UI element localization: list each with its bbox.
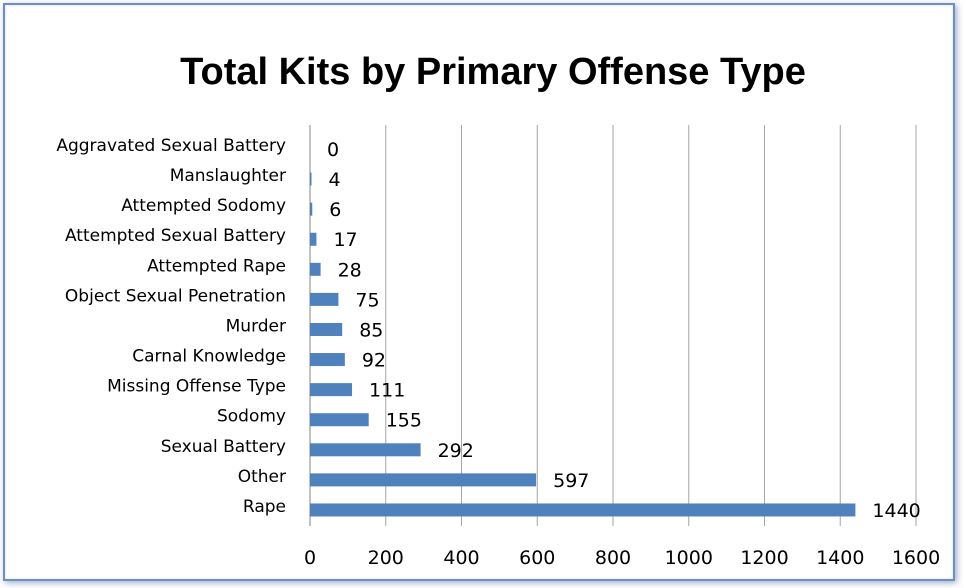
data-label: 597 (553, 470, 589, 492)
data-label: 0 (327, 139, 339, 161)
bar (310, 503, 856, 517)
bar (310, 232, 317, 246)
category-label: Attempted Sexual Battery (65, 226, 286, 246)
data-label: 155 (386, 410, 422, 432)
category-label: Object Sexual Penetration (65, 286, 286, 306)
category-label: Attempted Sodomy (121, 196, 286, 216)
category-label: Manslaughter (170, 166, 286, 186)
category-labels: Aggravated Sexual Battery Manslaughter Att… (56, 136, 286, 517)
category-label: Other (238, 467, 286, 487)
bar (310, 322, 343, 336)
data-labels: 0 4 6 17 28 75 85 92 111 155 292 597 1440 (327, 139, 921, 522)
data-label: 28 (338, 259, 362, 281)
bar (310, 172, 312, 186)
x-tick-label: 600 (519, 547, 555, 569)
data-label: 292 (438, 440, 474, 462)
data-label: 6 (329, 199, 341, 221)
x-tick-label: 1000 (665, 547, 713, 569)
category-label: Rape (243, 497, 286, 517)
x-tick-label: 800 (595, 547, 631, 569)
x-tick-label: 400 (443, 547, 479, 569)
bar (310, 473, 537, 487)
category-label: Carnal Knowledge (132, 347, 286, 367)
bar (310, 413, 369, 427)
data-label: 85 (359, 319, 383, 341)
x-tick-label: 0 (304, 547, 316, 569)
bar (310, 262, 321, 276)
chart-title: Total Kits by Primary Offense Type (180, 51, 806, 93)
category-label: Sexual Battery (161, 437, 286, 457)
bar (310, 443, 421, 457)
bar (310, 353, 345, 367)
data-label: 75 (355, 289, 379, 311)
bars (310, 172, 856, 517)
category-label: Attempted Rape (147, 256, 286, 276)
x-tick-label: 1600 (892, 547, 940, 569)
x-tick-label: 200 (368, 547, 404, 569)
data-label: 1440 (872, 500, 920, 522)
category-label: Sodomy (217, 407, 286, 427)
bar (310, 383, 353, 397)
category-label: Missing Offense Type (107, 377, 286, 397)
data-label: 4 (329, 169, 341, 191)
bar (310, 292, 339, 306)
x-tick-label: 1400 (816, 547, 864, 569)
category-label: Aggravated Sexual Battery (56, 136, 286, 156)
category-label: Murder (226, 316, 286, 336)
data-label: 111 (369, 380, 405, 402)
data-label: 17 (333, 229, 357, 251)
x-axis-tick-labels: 0 200 400 600 800 1000 1200 1400 1600 (304, 547, 940, 569)
data-label: 92 (362, 350, 386, 372)
x-tick-label: 1200 (740, 547, 788, 569)
bar (310, 202, 313, 216)
gridlines (309, 125, 917, 526)
